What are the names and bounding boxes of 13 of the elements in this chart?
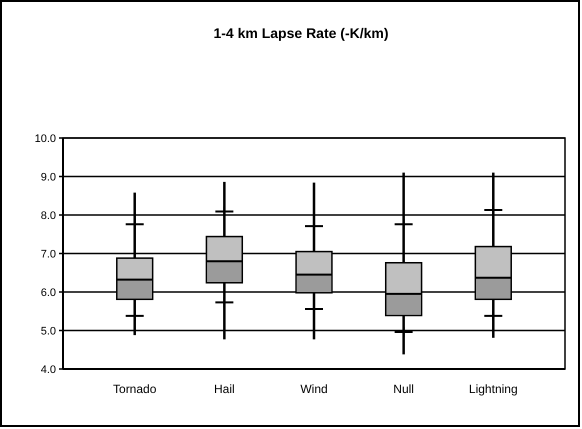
y-tick-label: 5.0 [40, 325, 56, 338]
y-tick-label: 8.0 [40, 210, 56, 222]
x-tick-label: Null [393, 382, 414, 396]
y-tick-label: 9.0 [40, 171, 56, 184]
x-tick-label: Wind [300, 382, 328, 396]
x-tick-label: Lightning [468, 382, 518, 396]
y-tick-label: 6.0 [40, 286, 56, 299]
chart-title: 1-4 km Lapse Rate (-K/km) [213, 25, 389, 41]
y-tick-label: 10.0 [34, 132, 56, 145]
x-tick-label: Hail [214, 382, 235, 396]
x-tick-label: Tornado [113, 382, 157, 396]
y-tick-label: 7.0 [40, 248, 56, 260]
y-tick-label: 4.0 [40, 364, 56, 376]
